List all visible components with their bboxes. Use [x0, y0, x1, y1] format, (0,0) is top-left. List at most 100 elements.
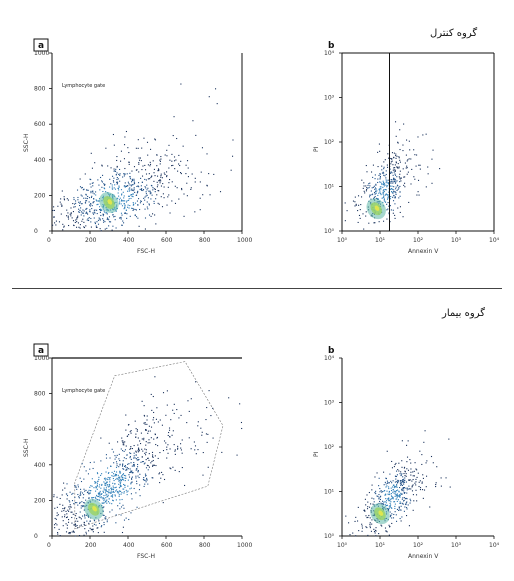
data-point [125, 414, 126, 415]
data-point [386, 491, 387, 492]
data-point [89, 209, 90, 210]
data-point [231, 170, 232, 171]
data-point [406, 501, 407, 502]
data-point [420, 169, 421, 170]
data-point [75, 203, 76, 204]
data-point [62, 505, 63, 506]
data-point [109, 484, 110, 485]
data-point [121, 514, 122, 515]
data-point [393, 497, 394, 498]
data-point [417, 136, 418, 137]
data-point [365, 216, 366, 217]
data-point [105, 495, 106, 496]
data-point [398, 463, 399, 464]
data-point [399, 177, 400, 178]
data-point [192, 173, 193, 174]
data-point [101, 497, 102, 498]
data-point [128, 152, 129, 153]
data-point [66, 483, 67, 484]
data-point [397, 493, 398, 494]
data-point [181, 415, 182, 416]
y-tick-label: 10² [324, 444, 335, 451]
data-point [439, 168, 440, 169]
data-point [396, 521, 397, 522]
data-point [394, 506, 395, 507]
data-point [207, 185, 208, 186]
data-point [56, 221, 57, 222]
data-point [400, 510, 401, 511]
data-point [232, 156, 233, 157]
data-point [422, 474, 423, 475]
data-point [155, 139, 156, 140]
data-point [90, 191, 91, 192]
data-point [372, 504, 373, 505]
data-point [391, 209, 392, 210]
data-point [153, 460, 154, 461]
data-point [135, 215, 136, 216]
data-point [66, 517, 67, 518]
data-point [75, 219, 76, 220]
data-point [391, 172, 392, 173]
data-point [386, 181, 387, 182]
data-point [375, 187, 376, 188]
data-point [137, 218, 138, 219]
data-point [95, 222, 96, 223]
data-point [392, 492, 393, 493]
data-point [450, 487, 451, 488]
data-point [131, 184, 132, 185]
data-point [407, 488, 408, 489]
data-point [404, 477, 405, 478]
data-point [141, 188, 142, 189]
data-point [394, 180, 395, 181]
data-point [381, 194, 382, 195]
data-point [145, 475, 146, 476]
data-point [106, 487, 107, 488]
data-point [116, 227, 117, 228]
data-point [148, 469, 149, 470]
data-point [158, 170, 159, 171]
data-point [371, 190, 372, 191]
data-point [131, 433, 132, 434]
data-point [152, 465, 153, 466]
data-point [106, 458, 107, 459]
data-point [100, 438, 101, 439]
data-point [104, 484, 105, 485]
data-point [169, 427, 170, 428]
data-point [133, 462, 134, 463]
data-point [120, 464, 121, 465]
data-point [397, 474, 398, 475]
scatter-points [345, 121, 441, 229]
data-point [78, 202, 79, 203]
data-point [385, 159, 386, 160]
data-point [118, 475, 119, 476]
data-point [150, 149, 151, 150]
data-point [121, 151, 122, 152]
data-point [394, 191, 395, 192]
data-point [124, 520, 125, 521]
data-point [124, 207, 125, 208]
data-point [105, 229, 106, 230]
data-point [388, 182, 389, 183]
data-point [146, 479, 147, 480]
data-point [144, 200, 145, 201]
data-point [69, 501, 70, 502]
data-point [431, 456, 432, 457]
data-point [401, 516, 402, 517]
data-point [403, 484, 404, 485]
data-point [137, 466, 138, 467]
data-point [129, 198, 130, 199]
data-point [394, 169, 395, 170]
data-point [81, 211, 82, 212]
data-point [132, 179, 133, 180]
data-point [396, 476, 397, 477]
data-point [180, 83, 181, 84]
data-point [180, 172, 181, 173]
data-point [136, 216, 137, 217]
data-point [129, 191, 130, 192]
data-point [60, 498, 61, 499]
data-point [119, 494, 120, 495]
data-point [83, 505, 84, 506]
data-point [394, 493, 395, 494]
data-point [207, 434, 208, 435]
data-point [188, 167, 189, 168]
